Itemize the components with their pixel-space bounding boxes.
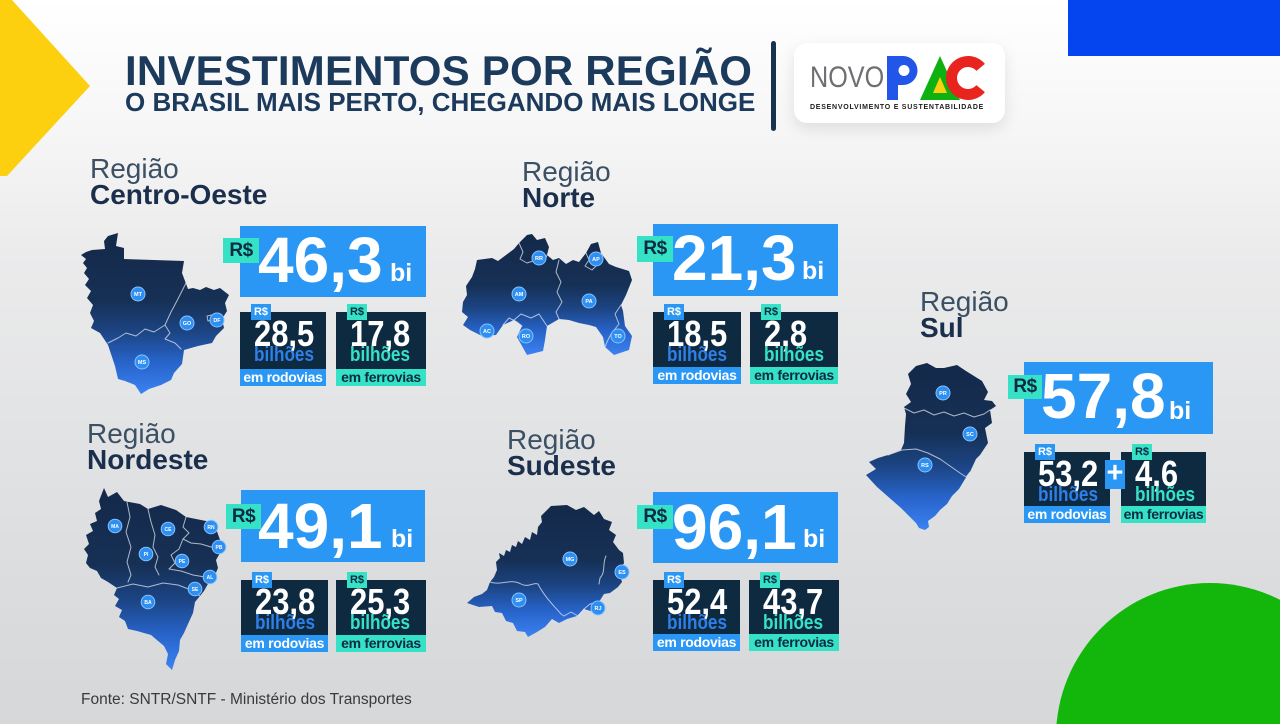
svg-text:BA: BA bbox=[144, 600, 152, 606]
svg-text:RR: RR bbox=[535, 256, 543, 262]
svg-text:SC: SC bbox=[966, 432, 974, 438]
svg-text:PE: PE bbox=[179, 559, 186, 565]
svg-text:MA: MA bbox=[111, 524, 119, 530]
svg-text:AM: AM bbox=[515, 292, 524, 298]
svg-text:ES: ES bbox=[618, 570, 626, 576]
svg-text:MG: MG bbox=[566, 557, 575, 563]
svg-text:RJ: RJ bbox=[594, 606, 601, 612]
svg-text:SE: SE bbox=[192, 587, 199, 593]
svg-text:RO: RO bbox=[522, 334, 531, 340]
svg-text:GO: GO bbox=[183, 321, 192, 327]
svg-text:MS: MS bbox=[138, 360, 147, 366]
svg-text:AL: AL bbox=[207, 575, 214, 581]
svg-text:AP: AP bbox=[592, 257, 600, 263]
svg-text:PI: PI bbox=[144, 552, 149, 558]
svg-text:PA: PA bbox=[585, 299, 592, 305]
svg-text:SP: SP bbox=[515, 598, 523, 604]
svg-text:PB: PB bbox=[216, 545, 223, 551]
svg-text:RS: RS bbox=[921, 463, 929, 469]
svg-text:RN: RN bbox=[207, 525, 215, 531]
svg-text:PR: PR bbox=[939, 391, 947, 397]
svg-text:CE: CE bbox=[165, 527, 173, 533]
svg-text:TO: TO bbox=[614, 334, 622, 340]
svg-text:DF: DF bbox=[213, 318, 221, 324]
svg-text:AC: AC bbox=[483, 329, 491, 335]
svg-text:MT: MT bbox=[134, 292, 143, 298]
